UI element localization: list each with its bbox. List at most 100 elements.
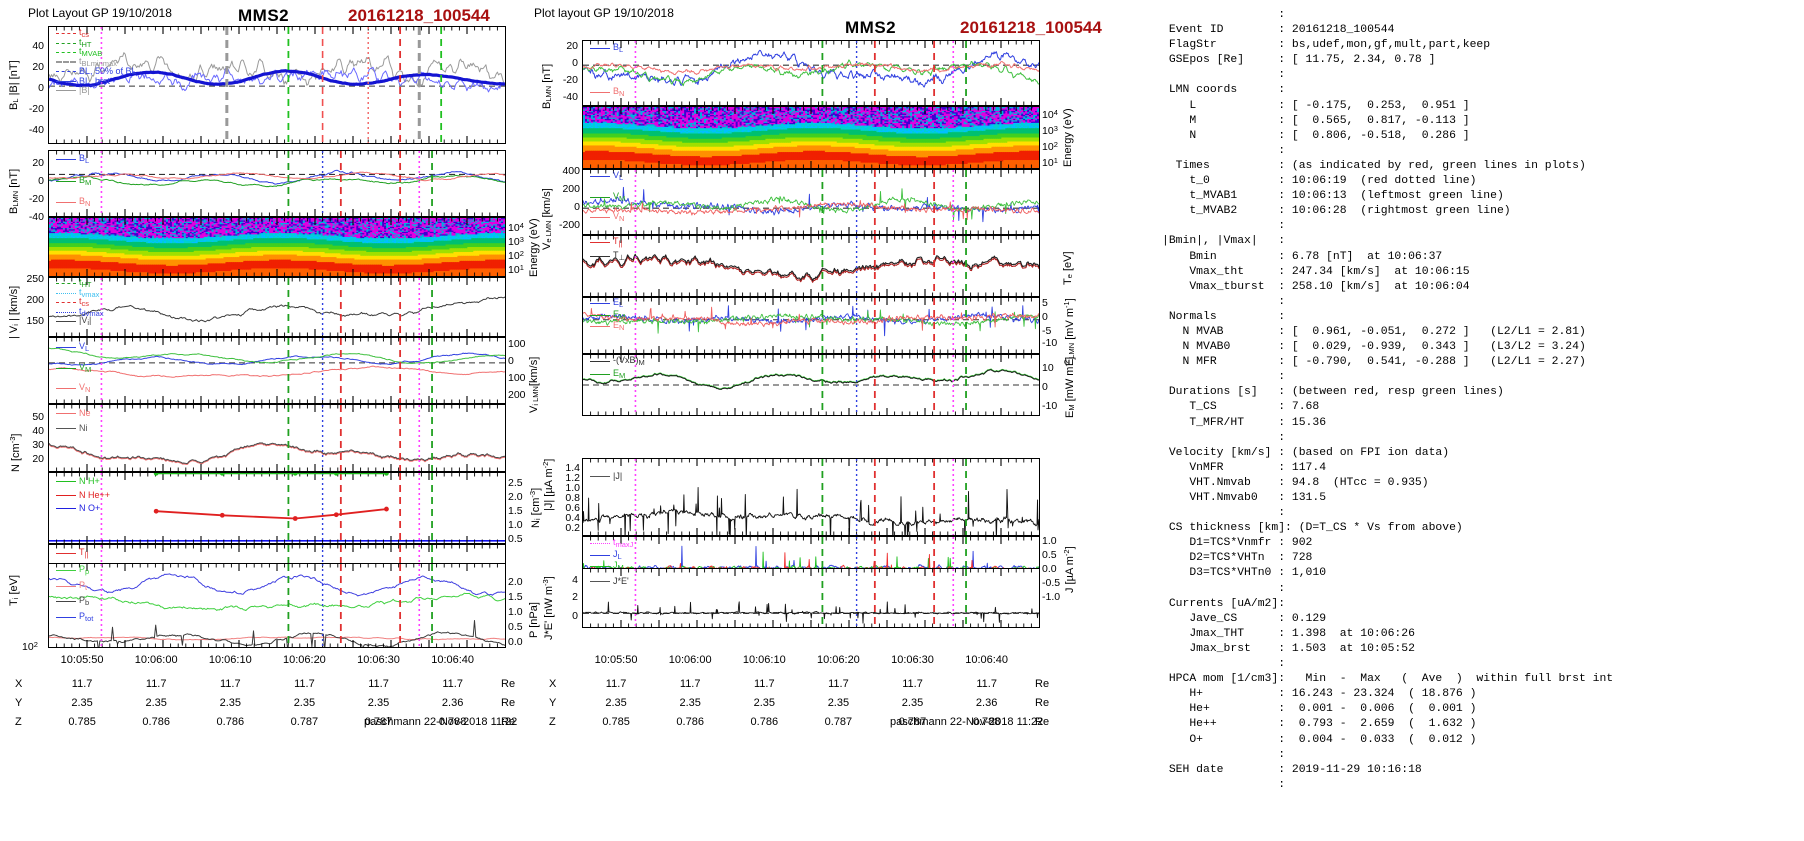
info-line: N MVAB0 : [ 0.029, -0.939, 0.343 ] (L3/L… <box>1162 340 1613 355</box>
info-line: GSEpos [Re] : [ 11.75, 2.34, 0.78 ] <box>1162 53 1613 68</box>
xtick-label: 10:05:50 <box>581 654 651 666</box>
info-line: : <box>1162 219 1613 234</box>
coord-row-label: Y <box>15 697 35 709</box>
coord-value: 2.35 <box>269 697 339 709</box>
coord-row-unit: Re <box>1035 716 1059 728</box>
left-panel-vi[interactable] <box>48 277 506 337</box>
mid-p7-ytick-10: 1.0 <box>550 482 580 494</box>
left-p9-ytick-00: 0.0 <box>508 636 523 648</box>
left-panel-blmn[interactable] <box>48 150 506 217</box>
left-p4-legend: tHT tvmax tcs tdvmax |Vi| <box>56 277 104 327</box>
left-p3-ytick-1e4: 104 <box>508 221 524 234</box>
mid-p1-ytick-n20: -20 <box>552 74 578 86</box>
mid-panel-jdotE[interactable] <box>582 568 1040 628</box>
coord-value: 0.785 <box>581 716 651 728</box>
left-p9-ytick-15: 1.5 <box>508 591 523 603</box>
coord-value: 11.7 <box>952 678 1022 690</box>
coord-value: 2.35 <box>47 697 117 709</box>
mid-panel-velmn[interactable] <box>582 169 1040 235</box>
info-line: t_MVAB1 : 10:06:13 (leftmost green line) <box>1162 189 1613 204</box>
info-line: Times : (as indicated by red, green line… <box>1162 159 1613 174</box>
left-panel-p[interactable] <box>48 563 506 648</box>
coord-value: 11.7 <box>878 678 948 690</box>
mid-panel-te[interactable] <box>582 235 1040 297</box>
xtick-label: 10:06:30 <box>344 654 414 666</box>
left-panel-n[interactable] <box>48 404 506 472</box>
mid-p1-ytick-0: 0 <box>556 57 578 69</box>
mid-p3-ytick-200: 200 <box>550 183 580 195</box>
left-panel-ni-species[interactable] <box>48 472 506 544</box>
info-line: : <box>1162 657 1613 672</box>
mid-p1-ytick-20: 20 <box>556 40 578 52</box>
coord-row-label: Z <box>15 716 35 728</box>
coord-value: 2.35 <box>195 697 265 709</box>
info-line: : <box>1162 144 1613 159</box>
coord-value: 11.7 <box>581 678 651 690</box>
info-line: : <box>1162 8 1613 23</box>
mid-panel-jmag[interactable] <box>582 458 1040 536</box>
coord-value: 0.786 <box>121 716 191 728</box>
info-line: CS thickness [km]: (D=T_CS * Vs from abo… <box>1162 521 1613 536</box>
coord-value: 0.786 <box>195 716 265 728</box>
left-p6-ytick-20: 20 <box>14 453 44 465</box>
left-panel-ion-spectrogram[interactable] <box>48 217 506 277</box>
info-line: Normals : <box>1162 310 1613 325</box>
coord-value: 2.35 <box>729 697 799 709</box>
info-line: SEH date : 2019-11-29 10:16:18 <box>1162 763 1613 778</box>
mid-panel-em[interactable] <box>582 354 1040 416</box>
info-line: t_0 : 10:06:19 (red dotted line) <box>1162 174 1613 189</box>
info-line: : <box>1162 295 1613 310</box>
coord-row-unit: Re <box>1035 678 1059 690</box>
mid-p9-ytick-4: 4 <box>556 574 578 586</box>
mid-p7-ytick-08: 0.8 <box>550 492 580 504</box>
mid-p6-ytick-10: 10 <box>1042 362 1054 374</box>
mid-p8-ytick-05: 0.5 <box>1042 549 1057 561</box>
mid-spacecraft-title: MMS2 <box>845 18 896 38</box>
left-event-id: 20161218_100544 <box>348 6 490 26</box>
coord-row-unit: Re <box>501 716 525 728</box>
mid-p1-ytick-n40: -40 <box>552 91 578 103</box>
left-p4-ytick-150: 150 <box>14 315 44 327</box>
mid-p5-ytick-5: 5 <box>1042 297 1048 309</box>
left-layout-note: Plot Layout GP 19/10/2018 <box>28 6 172 20</box>
left-footer: paschmann 22-Nov-2018 11:22 <box>364 716 517 728</box>
info-line: HPCA mom [1/cm3]: Min - Max ( Ave ) with… <box>1162 672 1613 687</box>
coord-value: 11.7 <box>269 678 339 690</box>
xtick-label: 10:06:20 <box>269 654 339 666</box>
left-p5-ytick-100: 100 <box>508 338 526 350</box>
info-line: Vmax_tht : 247.34 [km/s] at 10:06:15 <box>1162 265 1613 280</box>
info-line: LMN coords : <box>1162 83 1613 98</box>
mid-panel-elmn[interactable] <box>582 297 1040 354</box>
mid-panel-blmn[interactable] <box>582 40 1040 106</box>
mid-p8-ylabel: J [µA m-2] <box>1062 540 1076 600</box>
left-p1-ytick-40: 40 <box>22 40 44 52</box>
coord-value: 11.7 <box>121 678 191 690</box>
info-line: VHT.Nmvab : 94.8 (HTcc = 0.935) <box>1162 476 1613 491</box>
info-line: L : [ -0.175, 0.253, 0.951 ] <box>1162 99 1613 114</box>
left-p3-ytick-1e3: 103 <box>508 235 524 248</box>
info-line: Currents [uA/m2]: <box>1162 597 1613 612</box>
info-line: O+ : 0.004 - 0.033 ( 0.012 ) <box>1162 733 1613 748</box>
mid-footer: paschmann 22-Nov-2018 11:22 <box>890 716 1043 728</box>
mid-panel-electron-spectrogram[interactable] <box>582 106 1040 169</box>
info-line: He+ : 0.001 - 0.006 ( 0.001 ) <box>1162 702 1613 717</box>
left-p3-ytick-1e1: 101 <box>508 263 524 276</box>
info-line: T_MFR/HT : 15.36 <box>1162 416 1613 431</box>
info-line: : <box>1162 582 1613 597</box>
left-p2-ytick-0: 0 <box>22 175 44 187</box>
left-p3-ytick-1e2: 102 <box>508 249 524 262</box>
coord-value: 2.35 <box>803 697 873 709</box>
info-line: Jmax_THT : 1.398 at 10:06:26 <box>1162 627 1613 642</box>
coord-row-unit: Re <box>1035 697 1059 709</box>
mid-event-id: 20161218_100544 <box>960 18 1102 38</box>
mid-p8-ytick-00: 0.0 <box>1042 563 1057 575</box>
left-p7-ytick-15: 1.5 <box>508 505 523 517</box>
left-p5-ylabel: Vi LMN[km/s] <box>528 345 542 425</box>
xtick-label: 10:06:40 <box>952 654 1022 666</box>
left-panel-vilmn[interactable] <box>48 337 506 404</box>
xtick-label: 10:06:10 <box>729 654 799 666</box>
coord-value: 2.35 <box>121 697 191 709</box>
left-panel-bl[interactable] <box>48 26 506 144</box>
info-line: D2=TCS*VHTn : 728 <box>1162 551 1613 566</box>
left-p2-ytick-20: 20 <box>22 157 44 169</box>
